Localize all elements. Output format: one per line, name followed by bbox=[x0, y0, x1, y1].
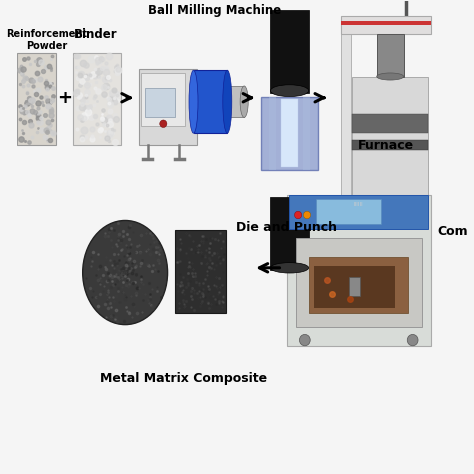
Bar bbox=[271, 197, 309, 270]
Bar bbox=[352, 140, 428, 150]
Bar bbox=[73, 53, 121, 145]
Bar bbox=[18, 53, 55, 145]
Bar bbox=[174, 230, 226, 313]
Bar bbox=[146, 88, 175, 117]
Bar bbox=[262, 97, 318, 170]
Bar bbox=[377, 34, 404, 76]
Bar bbox=[352, 76, 428, 195]
Text: Furnace: Furnace bbox=[357, 139, 414, 152]
Bar bbox=[138, 69, 197, 145]
Text: Metal Matrix Composite: Metal Matrix Composite bbox=[100, 372, 267, 385]
Bar bbox=[281, 99, 298, 167]
Ellipse shape bbox=[240, 86, 248, 118]
Text: IIIIII: IIIIII bbox=[354, 202, 364, 207]
Circle shape bbox=[294, 211, 301, 219]
Ellipse shape bbox=[223, 70, 232, 133]
Ellipse shape bbox=[189, 70, 198, 133]
Ellipse shape bbox=[82, 220, 168, 325]
Text: Powder: Powder bbox=[26, 40, 67, 51]
Circle shape bbox=[160, 120, 167, 128]
Ellipse shape bbox=[271, 263, 309, 273]
Text: Com: Com bbox=[438, 225, 468, 238]
Text: Die and Punch: Die and Punch bbox=[237, 220, 337, 234]
Bar bbox=[303, 97, 310, 170]
Bar bbox=[341, 21, 430, 26]
Bar bbox=[289, 195, 428, 228]
Bar bbox=[341, 16, 430, 34]
Text: Binder: Binder bbox=[74, 28, 118, 41]
Bar bbox=[341, 32, 351, 206]
Ellipse shape bbox=[271, 85, 309, 97]
Circle shape bbox=[407, 335, 418, 346]
Text: +: + bbox=[57, 89, 72, 107]
Bar bbox=[316, 200, 381, 224]
Bar bbox=[349, 277, 360, 296]
Bar bbox=[287, 195, 430, 346]
Bar bbox=[269, 97, 276, 170]
Bar bbox=[141, 73, 185, 126]
Text: Reinforcement: Reinforcement bbox=[6, 29, 87, 39]
Bar bbox=[310, 257, 408, 313]
Bar bbox=[193, 70, 228, 133]
Bar bbox=[296, 238, 422, 327]
Bar bbox=[271, 10, 309, 93]
Ellipse shape bbox=[377, 73, 404, 80]
Bar bbox=[314, 266, 395, 308]
Bar bbox=[228, 86, 244, 118]
Bar bbox=[352, 114, 428, 133]
Circle shape bbox=[300, 335, 310, 346]
Text: Ball Milling Machine: Ball Milling Machine bbox=[148, 4, 282, 18]
Circle shape bbox=[303, 211, 310, 219]
